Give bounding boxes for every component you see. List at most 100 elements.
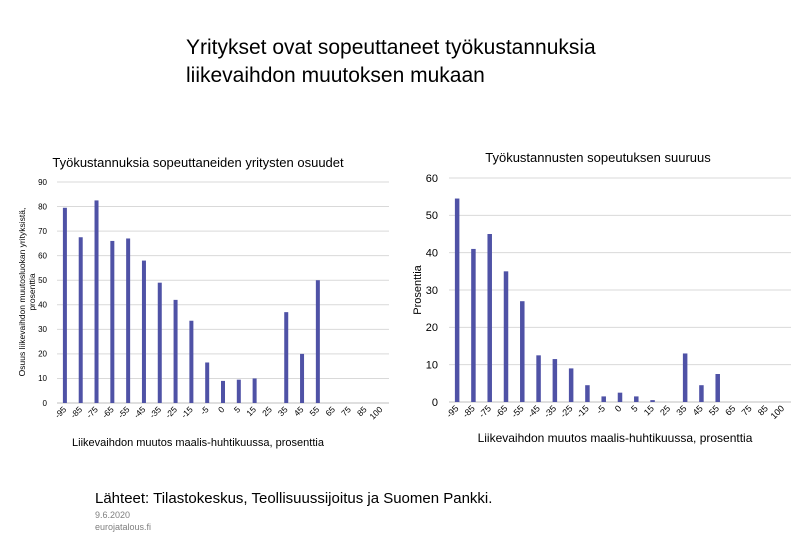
chart-2-title: Työkustannusten sopeutuksen suuruus bbox=[485, 150, 711, 165]
chart-2-x-tick-label: -95 bbox=[444, 403, 460, 419]
chart-1-bar bbox=[300, 353, 305, 403]
chart-2-ylabel: Prosenttia bbox=[412, 264, 424, 314]
chart-2-bar bbox=[585, 385, 590, 402]
chart-1-x-tick-label: 25 bbox=[260, 404, 274, 418]
chart-2-bar bbox=[601, 396, 606, 402]
chart-2-bar bbox=[682, 353, 688, 402]
chart-1-x-tick-label: 15 bbox=[244, 404, 258, 418]
chart-1-y-tick-label: 20 bbox=[38, 350, 47, 359]
chart-1-bar bbox=[315, 280, 320, 403]
chart-2-bar bbox=[503, 271, 509, 402]
page-title-line-1: Yritykset ovat sopeuttaneet työkustannuk… bbox=[186, 36, 596, 59]
chart-2-x-tick-label: 0 bbox=[613, 403, 624, 414]
chart-2-y-tick-label: 40 bbox=[426, 248, 438, 260]
chart-2-x-tick-label: 75 bbox=[740, 403, 754, 417]
chart-2-x-tick-label: 55 bbox=[707, 403, 721, 417]
chart-2-x-tick-label: -85 bbox=[461, 403, 477, 419]
chart-2-x-tick-label: 25 bbox=[658, 403, 672, 417]
chart-2-y-tick-label: 10 bbox=[426, 360, 438, 372]
chart-2-bar bbox=[471, 248, 476, 402]
chart-1-x-tick-label: 55 bbox=[308, 404, 322, 418]
chart-1-bar bbox=[173, 299, 178, 403]
site-text: eurojatalous.fi bbox=[95, 522, 152, 532]
chart-1-x-tick-label: 5 bbox=[232, 404, 243, 415]
chart-2-x-tick-label: -5 bbox=[594, 403, 607, 416]
chart-1-title: Työkustannuksia sopeuttaneiden yritysten… bbox=[52, 155, 344, 170]
chart-1-x-tick-label: 85 bbox=[355, 404, 369, 418]
chart-1-x-tick-label: 75 bbox=[339, 404, 353, 418]
chart-2-x-tick-label: -35 bbox=[542, 403, 558, 419]
chart-1-y-tick-label: 50 bbox=[38, 276, 47, 285]
chart-1-bar bbox=[141, 260, 146, 403]
chart-1-ylabel-line-2: prosenttia bbox=[27, 273, 37, 311]
chart-2-bar bbox=[487, 234, 492, 402]
chart-1-bar bbox=[78, 237, 83, 403]
chart-1-y-tick-label: 40 bbox=[38, 301, 47, 310]
chart-1-x-tick-label: -55 bbox=[116, 404, 132, 420]
chart-1-ylabel-line-1: Osuus liikevaihdon muutosluokan yrityksi… bbox=[17, 208, 27, 377]
chart-2-y-tick-label: 60 bbox=[426, 173, 438, 185]
chart-1-ylabel: Osuus liikevaihdon muutosluokan yrityksi… bbox=[17, 208, 37, 377]
chart-2-x-tick-label: 5 bbox=[629, 403, 640, 414]
chart-2-y-tick-label: 30 bbox=[426, 285, 438, 297]
chart-1-bar bbox=[284, 312, 289, 403]
chart-1-x-tick-label: -65 bbox=[100, 404, 116, 420]
chart-1-y-tick-label: 90 bbox=[38, 178, 47, 187]
chart-2-x-tick-label: 35 bbox=[674, 403, 688, 417]
chart-2-bar bbox=[520, 301, 525, 402]
chart-1-y-tick-label: 30 bbox=[38, 325, 47, 334]
chart-2-x-tick-label: 45 bbox=[691, 403, 705, 417]
chart-1-y-tick-label: 60 bbox=[38, 251, 47, 260]
chart-1-x-tick-label: 0 bbox=[216, 404, 227, 415]
chart-1-x-tick-label: 45 bbox=[292, 404, 306, 418]
sources-text: Lähteet: Tilastokeskus, Teollisuussijoit… bbox=[95, 490, 493, 507]
page-title-line-2: liikevaihdon muutoksen mukaan bbox=[186, 64, 485, 87]
chart-1-x-tick-label: 35 bbox=[276, 404, 290, 418]
chart-1-x-tick-label: -25 bbox=[163, 404, 179, 420]
chart-2-x-tick-label: -55 bbox=[509, 403, 525, 419]
chart-2-x-tick-label: -65 bbox=[493, 403, 509, 419]
chart-2-bar bbox=[454, 198, 460, 402]
chart-1-bar bbox=[62, 207, 67, 403]
chart-1-bar bbox=[236, 379, 241, 403]
chart-1-y-tick-label: 10 bbox=[38, 374, 47, 383]
chart-1-x-tick-label: -95 bbox=[53, 404, 69, 420]
chart-2-bar bbox=[568, 368, 574, 402]
chart-1-x-tick-label: -35 bbox=[147, 404, 163, 420]
chart-1-y-tick-label: 80 bbox=[38, 202, 47, 211]
chart-2-bar bbox=[715, 374, 720, 402]
date-text: 9.6.2020 bbox=[95, 510, 131, 520]
chart-1-x-tick-label: -15 bbox=[179, 404, 195, 420]
chart-1-bar bbox=[126, 238, 131, 403]
chart-2-x-tick-label: -15 bbox=[575, 403, 591, 419]
chart-1-bar bbox=[205, 362, 210, 403]
chart-1-x-tick-label: 100 bbox=[367, 404, 384, 421]
chart-1-xlabel: Liikevaihdon muutos maalis-huhtikuussa, … bbox=[72, 437, 325, 449]
chart-2-bar bbox=[699, 385, 704, 402]
chart-1-bar bbox=[221, 380, 225, 403]
chart-2-bar bbox=[552, 359, 558, 402]
chart-1-bar bbox=[252, 378, 257, 403]
chart-2-xlabel: Liikevaihdon muutos maalis-huhtikuussa, … bbox=[478, 431, 753, 445]
chart-2-x-tick-label: 100 bbox=[769, 403, 787, 421]
chart-1-y-tick-label: 70 bbox=[38, 227, 47, 236]
chart-1-x-tick-label: -45 bbox=[132, 404, 148, 420]
chart-2-bar bbox=[650, 400, 655, 402]
page-title: Yritykset ovat sopeuttaneet työkustannuk… bbox=[186, 34, 706, 90]
chart-2-x-tick-label: 15 bbox=[642, 403, 656, 417]
chart-2-x-tick-label: -45 bbox=[526, 403, 542, 419]
chart-1-x-tick-label: 65 bbox=[323, 404, 337, 418]
chart-2-y-tick-label: 50 bbox=[426, 210, 438, 222]
chart-2-bar bbox=[536, 355, 541, 402]
chart-1-bar bbox=[189, 320, 194, 403]
chart-1-x-tick-label: -85 bbox=[68, 404, 84, 420]
chart-2-bar bbox=[634, 396, 639, 402]
chart-2-x-tick-label: -75 bbox=[477, 403, 493, 419]
chart-2-y-tick-label: 0 bbox=[432, 397, 438, 409]
chart-1-y-tick-label: 0 bbox=[43, 399, 48, 408]
chart-1-bar bbox=[157, 282, 162, 403]
chart-2-bar bbox=[617, 392, 623, 402]
